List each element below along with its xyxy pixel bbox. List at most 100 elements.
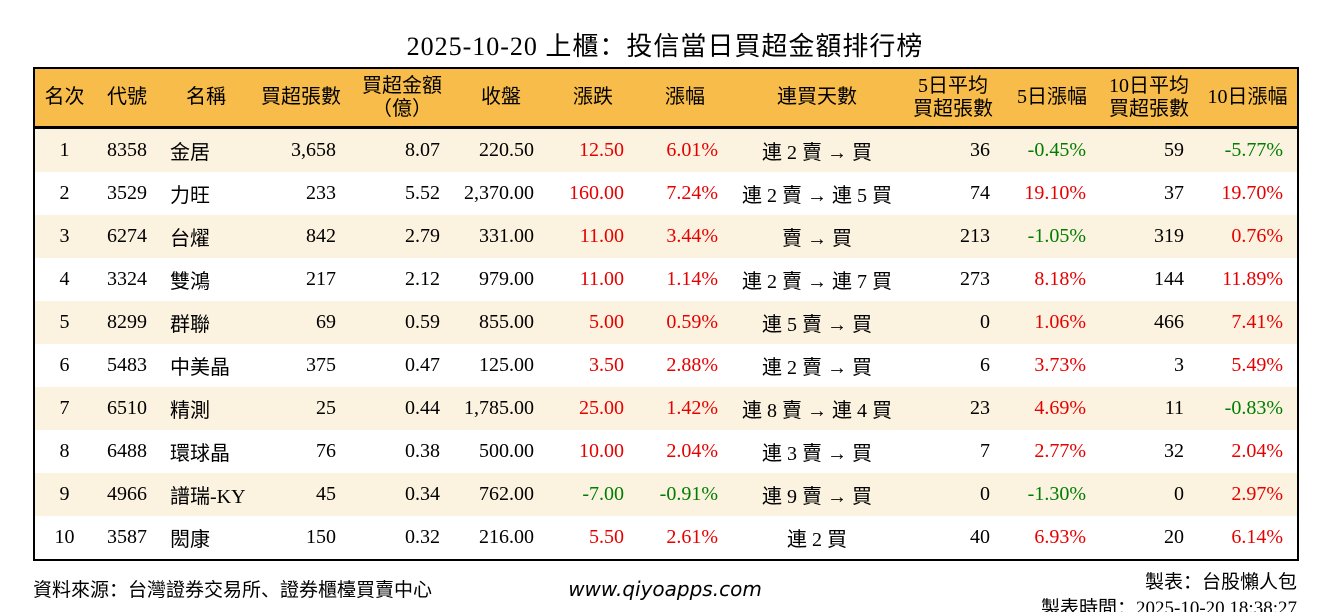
pct5-cell: 6.93%: [1034, 526, 1086, 548]
net-buy-volume-cell: 233: [306, 182, 336, 204]
pct5-cell: 2.77%: [1034, 440, 1086, 462]
pct10-cell: -0.83%: [1224, 397, 1283, 419]
net-buy-amount-cell: 0.38: [405, 440, 440, 462]
rank-cell: 10: [54, 526, 75, 548]
change-pct-cell: 7.24%: [666, 182, 718, 204]
column-header-pct5: 5日漲幅: [1004, 68, 1100, 129]
avg5-volume-cell: 23: [970, 397, 990, 419]
pct10-cell: 11.89%: [1222, 268, 1283, 290]
net-buy-amount-cell: 0.34: [405, 483, 440, 505]
name-cell: 譜瑞-KY: [170, 486, 246, 508]
pct10-cell: 2.04%: [1231, 440, 1283, 462]
avg5-volume-cell: 7: [980, 440, 990, 462]
pct5-cell: -0.45%: [1027, 139, 1086, 161]
close-cell: 125.00: [479, 354, 534, 376]
table-row: 5 8299 群聯 69 0.59 855.00 5.00 0.59% 連 5 …: [34, 301, 1298, 344]
avg10-volume-cell: 0: [1174, 483, 1184, 505]
avg5-volume-cell: 74: [970, 182, 990, 204]
pct5-cell: 1.06%: [1034, 311, 1086, 333]
close-cell: 762.00: [479, 483, 534, 505]
code-cell: 8358: [107, 139, 147, 161]
rank-cell: 9: [59, 483, 70, 505]
avg10-volume-cell: 11: [1164, 397, 1184, 419]
column-header-avg10-volume: 10日平均 買超張數: [1100, 68, 1198, 129]
code-cell: 8299: [107, 311, 147, 333]
change-pct-cell: 1.42%: [666, 397, 718, 419]
pct5-cell: -1.30%: [1027, 483, 1086, 505]
streak-cell: 連 2 賣 → 買: [762, 142, 872, 164]
change-pct-cell: 6.01%: [666, 139, 718, 161]
ranking-table: 名次 代號 名稱 買超張數 買超金額 （億） 收盤 漲跌 漲幅 連買天數 5日平…: [33, 67, 1299, 561]
net-buy-volume-cell: 76: [316, 440, 336, 462]
name-cell: 精測: [170, 400, 210, 422]
close-cell: 500.00: [479, 440, 534, 462]
name-cell: 金居: [170, 142, 210, 164]
column-header-pct10: 10日漲幅: [1198, 68, 1298, 129]
net-buy-amount-cell: 0.44: [405, 397, 440, 419]
rank-cell: 6: [59, 354, 70, 376]
code-cell: 3324: [107, 268, 147, 290]
close-cell: 220.50: [479, 139, 534, 161]
net-buy-volume-cell: 45: [316, 483, 336, 505]
avg10-volume-cell: 319: [1154, 225, 1184, 247]
close-cell: 1,785.00: [464, 397, 534, 419]
avg5-volume-cell: 0: [980, 483, 990, 505]
close-cell: 855.00: [479, 311, 534, 333]
avg5-volume-cell: 40: [970, 526, 990, 548]
pct10-cell: -5.77%: [1224, 139, 1283, 161]
table-row: 7 6510 精測 25 0.44 1,785.00 25.00 1.42% 連…: [34, 387, 1298, 430]
generated-timestamp: 製表時間：2025-10-20 18:38:27: [1041, 597, 1297, 612]
streak-cell: 連 9 賣 → 買: [762, 486, 872, 508]
net-buy-amount-cell: 0.47: [405, 354, 440, 376]
rank-cell: 4: [59, 268, 70, 290]
pct10-cell: 7.41%: [1231, 311, 1283, 333]
net-buy-amount-cell: 0.59: [405, 311, 440, 333]
streak-cell: 連 2 買: [787, 529, 847, 551]
column-header-avg5-volume: 5日平均 買超張數: [902, 68, 1004, 129]
rank-cell: 8: [59, 440, 70, 462]
change-cell: 11.00: [579, 225, 624, 247]
page-title: 2025-10-20 上櫃：投信當日買超金額排行榜: [406, 32, 924, 61]
change-pct-cell: 3.44%: [666, 225, 718, 247]
code-cell: 3529: [107, 182, 147, 204]
table-row: 2 3529 力旺 233 5.52 2,370.00 160.00 7.24%…: [34, 172, 1298, 215]
rank-cell: 3: [59, 225, 70, 247]
column-header-rank: 名次: [34, 68, 94, 129]
pct5-cell: 8.18%: [1034, 268, 1086, 290]
table-row: 8 6488 環球晶 76 0.38 500.00 10.00 2.04% 連 …: [34, 430, 1298, 473]
website-text: www.qiyoapps.com: [568, 577, 762, 601]
column-header-streak: 連買天數: [732, 68, 902, 129]
net-buy-volume-cell: 375: [306, 354, 336, 376]
avg10-volume-cell: 144: [1154, 268, 1184, 290]
change-cell: -7.00: [582, 483, 624, 505]
column-header-change: 漲跌: [548, 68, 638, 129]
pct5-cell: 3.73%: [1034, 354, 1086, 376]
code-cell: 6274: [107, 225, 147, 247]
column-header-code: 代號: [94, 68, 160, 129]
table-row: 10 3587 閎康 150 0.32 216.00 5.50 2.61% 連 …: [34, 516, 1298, 560]
table-row: 6 5483 中美晶 375 0.47 125.00 3.50 2.88% 連 …: [34, 344, 1298, 387]
change-cell: 3.50: [589, 354, 624, 376]
avg5-volume-cell: 36: [970, 139, 990, 161]
code-cell: 4966: [107, 483, 147, 505]
name-cell: 台燿: [170, 228, 210, 250]
net-buy-volume-cell: 842: [306, 225, 336, 247]
close-cell: 979.00: [479, 268, 534, 290]
streak-cell: 連 8 賣 → 連 4 買: [742, 400, 892, 422]
table-row: 1 8358 金居 3,658 8.07 220.50 12.50 6.01% …: [34, 127, 1298, 172]
close-cell: 216.00: [479, 526, 534, 548]
pct10-cell: 6.14%: [1231, 526, 1283, 548]
column-header-net-buy-volume: 買超張數: [252, 68, 350, 129]
avg10-volume-cell: 3: [1174, 354, 1184, 376]
table-row: 9 4966 譜瑞-KY 45 0.34 762.00 -7.00 -0.91%…: [34, 473, 1298, 516]
net-buy-volume-cell: 69: [316, 311, 336, 333]
streak-cell: 連 2 賣 → 買: [762, 357, 872, 379]
avg10-volume-cell: 37: [1164, 182, 1184, 204]
change-cell: 10.00: [579, 440, 624, 462]
pct5-cell: 19.10%: [1024, 182, 1086, 204]
streak-cell: 賣 → 買: [782, 228, 852, 250]
rank-cell: 7: [59, 397, 70, 419]
change-pct-cell: 1.14%: [666, 268, 718, 290]
name-cell: 力旺: [170, 185, 210, 207]
